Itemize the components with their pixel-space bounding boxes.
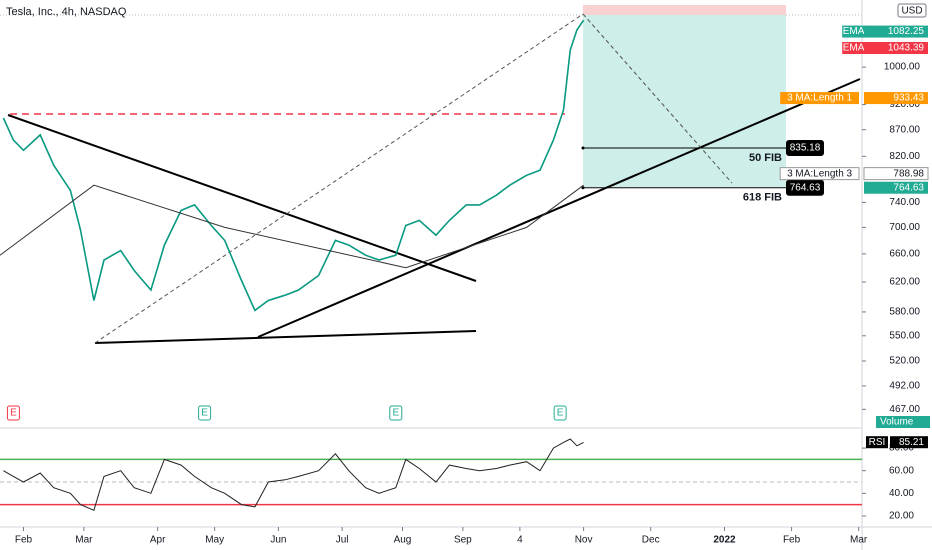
fib-label: 618 FIB (743, 192, 782, 204)
tag-label: 3 MA:Length 3 (787, 168, 852, 179)
target-zone (583, 15, 786, 187)
fib-value: 835.18 (790, 143, 821, 154)
y-tick-label: 820.00 (889, 151, 920, 162)
x-tick-label: Sep (454, 535, 472, 546)
x-tick-label: Jun (270, 535, 286, 546)
price-line (2, 19, 585, 312)
rsi-tick-label: 80.00 (889, 443, 914, 454)
earnings-label: E (557, 408, 564, 419)
price-tag-value: 788.98 (893, 168, 924, 179)
price-tag-value: 764.63 (893, 182, 924, 193)
tag-label: EMA (843, 43, 865, 54)
x-tick-label: Dec (642, 535, 660, 546)
y-tick-label: 520.00 (889, 356, 920, 367)
y-tick-label: 660.00 (889, 248, 920, 259)
y-tick-label: 550.00 (889, 330, 920, 341)
x-tick-label: 4 (517, 535, 523, 546)
x-tick-label: 2022 (713, 535, 736, 546)
price-tag (864, 42, 928, 55)
price-tag (864, 181, 928, 194)
y-tick-label: 870.00 (889, 124, 920, 135)
volume-label: Volume (880, 417, 914, 428)
currency[interactable]: USD (901, 6, 922, 17)
rsi-value: 85.21 (899, 437, 924, 448)
fib-value: 764.63 (790, 182, 821, 193)
y-tick-label: 740.00 (889, 197, 920, 208)
fib-anchor (581, 146, 585, 150)
x-tick-label: Mar (850, 535, 868, 546)
price-tag-value: 1082.25 (888, 26, 925, 37)
earnings-label: E (392, 408, 399, 419)
fib-anchor (581, 186, 585, 190)
trendline (7, 114, 477, 282)
earnings-marker (553, 405, 567, 421)
x-tick-label: Jul (336, 535, 349, 546)
earnings-marker (198, 405, 212, 421)
fib-value-box (786, 140, 824, 157)
price-tag-value: 1043.39 (888, 43, 925, 54)
x-tick-label: Nov (575, 535, 593, 546)
rsi-line (3, 438, 584, 511)
price-tag (864, 92, 928, 105)
x-tick-label: May (205, 535, 224, 546)
y-tick-label: 620.00 (889, 277, 920, 288)
earnings-label: E (10, 408, 17, 419)
trendline (257, 78, 861, 338)
y-tick-label: 1000.00 (884, 62, 921, 73)
rsi-tag (890, 436, 928, 449)
x-tick-label: Mar (75, 535, 93, 546)
earnings-label: E (201, 408, 208, 419)
y-tick-label: 467.00 (889, 404, 920, 415)
projection-line (582, 13, 733, 184)
projection-line (94, 13, 584, 344)
x-tick-label: Apr (150, 535, 166, 546)
y-tick-label: 700.00 (889, 222, 920, 233)
rsi-label: RSI (869, 437, 886, 448)
tag-label-box (780, 92, 859, 105)
tag-label: EMA (843, 26, 865, 37)
price-tag (863, 167, 929, 181)
x-tick-label: Feb (15, 535, 33, 546)
stop-zone (583, 5, 786, 15)
tag-label: 3 MA:Length 1 (787, 93, 852, 104)
y-tick-label: 920.00 (889, 99, 920, 110)
rsi-tick-label: 20.00 (889, 511, 914, 522)
tag-label-box (779, 167, 860, 181)
rsi-tick-label: 60.00 (889, 465, 914, 476)
fib-label: 50 FIB (749, 152, 782, 164)
currency-badge[interactable] (897, 3, 927, 18)
trendline (94, 330, 477, 344)
tag-label-box (842, 25, 865, 38)
earnings-marker (389, 405, 403, 421)
x-tick-label: Feb (783, 535, 801, 546)
chart-title: Tesla, Inc., 4h, NASDAQ (6, 6, 127, 18)
rsi-label-box (866, 436, 888, 449)
y-tick-label: 580.00 (889, 307, 920, 318)
y-tick-label: 492.00 (889, 381, 920, 392)
price-tag (864, 25, 928, 38)
x-tick-label: Aug (394, 535, 412, 546)
earnings-marker (6, 405, 20, 421)
rsi-tick-label: 40.00 (889, 488, 914, 499)
volume-tag (876, 416, 930, 428)
price-tag-value: 933.43 (893, 93, 924, 104)
price-line (0, 184, 584, 269)
tag-label-box (842, 42, 865, 55)
fib-value-box (786, 179, 824, 196)
